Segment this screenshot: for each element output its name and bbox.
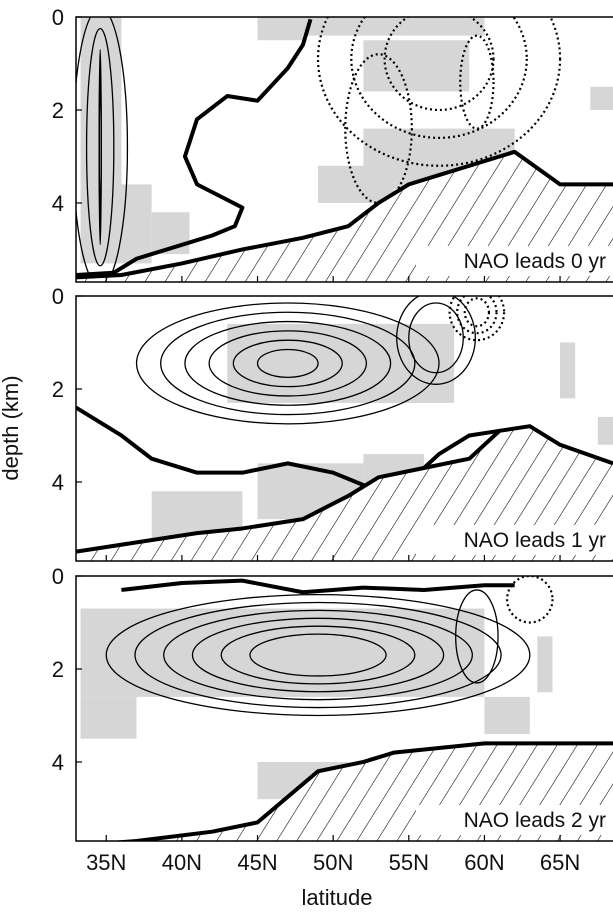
positive-contour bbox=[135, 302, 440, 425]
panel-label: NAO leads 0 yr bbox=[464, 250, 606, 273]
zero-contour bbox=[76, 18, 313, 278]
significance-shading bbox=[80, 696, 137, 739]
x-tick-label: 35N bbox=[86, 850, 126, 875]
y-tick-label: 4 bbox=[52, 470, 64, 495]
y-tick-label: 0 bbox=[52, 5, 64, 30]
significance-shading bbox=[80, 184, 152, 264]
y-tick-label: 4 bbox=[52, 750, 64, 775]
positive-contour bbox=[160, 311, 416, 416]
panel-label-background bbox=[416, 805, 613, 835]
zero-contour bbox=[76, 405, 500, 494]
panel-lead-0yr bbox=[76, 17, 613, 282]
positive-contour bbox=[256, 348, 319, 379]
positive-contour bbox=[208, 330, 368, 397]
panel-frame bbox=[75, 575, 613, 842]
x-tick-label: 50N bbox=[313, 850, 353, 875]
x-axis-ticks: 35N 40N 45N 50N 55N 60N 65N bbox=[86, 276, 580, 875]
positive-contour bbox=[408, 302, 464, 374]
positive-contour bbox=[76, 17, 129, 282]
negative-contour bbox=[383, 17, 495, 112]
significance-shading bbox=[318, 165, 394, 203]
positive-contour bbox=[396, 296, 476, 385]
panel-label-background bbox=[416, 525, 613, 555]
x-tick-label: 45N bbox=[237, 850, 277, 875]
significance-shading bbox=[257, 17, 303, 41]
significance-shading bbox=[302, 17, 485, 36]
positive-contour bbox=[249, 633, 387, 677]
y-tick-label: 0 bbox=[52, 284, 64, 309]
x-tick-label: 60N bbox=[464, 850, 504, 875]
x-tick-label: 40N bbox=[162, 850, 202, 875]
bathymetry-edge bbox=[76, 424, 613, 554]
panel-label: NAO leads 1 yr bbox=[464, 529, 606, 552]
x-axis-label: latitude bbox=[302, 885, 373, 910]
negative-contour bbox=[463, 297, 491, 328]
y-tick-label: 2 bbox=[52, 98, 64, 123]
y-tick-label: 0 bbox=[52, 564, 64, 589]
negative-contour bbox=[448, 296, 506, 342]
x-tick-label: 55N bbox=[389, 850, 429, 875]
panel-label: NAO leads 2 yr bbox=[464, 809, 606, 832]
significance-shading bbox=[597, 416, 613, 445]
panel-frames bbox=[75, 16, 613, 842]
y-tick-label: 2 bbox=[52, 377, 64, 402]
panel-lead-1yr bbox=[76, 296, 613, 561]
panel-frame bbox=[75, 16, 613, 283]
panel-labels: NAO leads 0 yr NAO leads 1 yr NAO leads 2 … bbox=[416, 246, 613, 835]
positive-contour bbox=[232, 339, 343, 388]
positive-contour bbox=[163, 609, 473, 701]
y-tick-label: 2 bbox=[52, 657, 64, 682]
panel-frame bbox=[75, 295, 613, 562]
negative-contour bbox=[350, 17, 528, 139]
positive-contour bbox=[184, 320, 392, 406]
positive-contour bbox=[191, 617, 445, 693]
y-tick-label: 4 bbox=[52, 191, 64, 216]
negative-contour bbox=[316, 17, 562, 167]
negative-contour bbox=[459, 34, 495, 130]
significance-shading bbox=[560, 342, 576, 399]
bathymetry-edge bbox=[76, 149, 613, 280]
positive-contour bbox=[134, 601, 502, 709]
y-axis-label: depth (km) bbox=[0, 375, 23, 480]
positive-contour bbox=[85, 27, 115, 267]
significance-shading bbox=[537, 636, 553, 693]
significance-shading bbox=[590, 86, 613, 110]
negative-contour bbox=[344, 53, 413, 205]
negative-contour bbox=[506, 576, 554, 624]
y-axis-ticks: 0 2 4 0 2 4 0 2 4 bbox=[52, 5, 82, 775]
positive-contour bbox=[455, 589, 499, 684]
significance-shading bbox=[484, 696, 530, 735]
significance-shading bbox=[363, 40, 470, 92]
positive-contour bbox=[220, 625, 416, 685]
positive-contour bbox=[105, 593, 531, 717]
zero-contour bbox=[121, 578, 515, 595]
positive-contour bbox=[98, 90, 102, 204]
significance-shading bbox=[227, 323, 455, 403]
x-tick-label: 65N bbox=[540, 850, 580, 875]
panel-label-background bbox=[416, 246, 613, 276]
negative-contour bbox=[456, 296, 498, 335]
bathymetry-edge bbox=[110, 741, 613, 841]
